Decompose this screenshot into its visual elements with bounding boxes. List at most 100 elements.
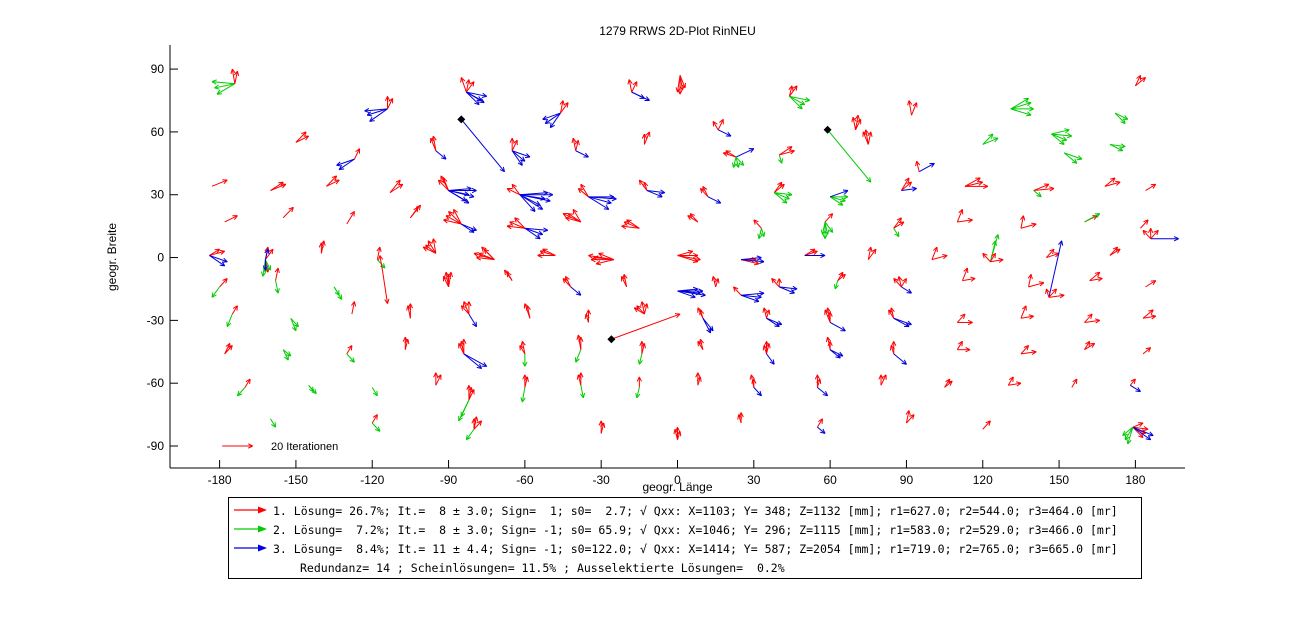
quiver-arrow [1045, 248, 1055, 258]
quiver-arrow [598, 420, 604, 434]
quiver-arrow [867, 131, 873, 145]
arrow-shaft [519, 194, 551, 202]
arrow-head [262, 267, 266, 273]
arrow-head [524, 156, 531, 159]
arrow-head [947, 380, 953, 383]
arrow-shaft [338, 158, 355, 171]
y-tick-label: 30 [151, 188, 165, 202]
quiver-arrow [677, 252, 699, 259]
quiver-arrow [646, 189, 666, 195]
quiver-arrow [804, 248, 816, 256]
arrow-shaft [575, 140, 579, 151]
arrow-shaft [264, 259, 271, 271]
arrow-head [771, 278, 774, 284]
arrow-shaft [270, 418, 276, 428]
arrow-head [523, 376, 528, 382]
x-tick-label: 150 [1049, 473, 1069, 487]
arrow-head [473, 252, 480, 254]
arrow-head [225, 343, 231, 347]
arrow-head [379, 255, 384, 260]
arrow-head [1148, 309, 1154, 312]
arrow-head [260, 271, 264, 277]
arrow-shaft [351, 301, 355, 315]
quiver-arrow [1051, 133, 1073, 139]
arrow-shaft [270, 183, 286, 191]
arrow-shaft [867, 131, 872, 145]
quiver-arrow [696, 376, 702, 386]
arrow-shaft [893, 217, 902, 229]
quiver-arrow [1048, 293, 1065, 299]
arrow-head [465, 198, 470, 204]
arrow-head [740, 412, 744, 418]
arrow-head [781, 184, 785, 190]
arrow-head [753, 378, 757, 384]
arrow-head [870, 246, 873, 253]
arrow-shaft [524, 227, 548, 231]
arrow-shaft [264, 248, 274, 260]
quiver-arrow [641, 133, 648, 145]
quiver-arrow [590, 257, 614, 263]
quiver-arrow [338, 158, 355, 171]
arrow-head [1122, 433, 1128, 437]
legend-row-1: 1. Lösung= 26.7%; It.= 8 ± 3.0; Sign= 1;… [229, 503, 1141, 519]
arrow-shaft [1048, 288, 1057, 298]
arrow-head [760, 232, 765, 237]
arrow-head [1145, 438, 1151, 441]
quiver-arrow [575, 150, 589, 158]
arrow-head [787, 194, 793, 197]
arrow-head [763, 341, 767, 347]
arrow-head [469, 389, 475, 393]
quiver-arrow [290, 318, 297, 332]
arrow-head [288, 206, 294, 210]
arrow-head [693, 252, 699, 256]
arrow-shaft [1114, 112, 1128, 120]
arrow-head [576, 334, 579, 340]
arrow-shaft [763, 345, 768, 355]
arrow-head [600, 420, 604, 426]
arrow-shaft [1045, 288, 1050, 298]
arrow-head [399, 183, 404, 189]
arrow-head [626, 219, 632, 222]
arrow-head [843, 194, 849, 198]
arrow-head [825, 336, 829, 343]
arrow-shaft [677, 431, 681, 440]
arrow-head [690, 296, 696, 299]
arrow-shaft [1127, 427, 1134, 445]
x-tick-label: 0 [674, 473, 681, 487]
arrow-head [476, 99, 480, 105]
quiver-arrow [855, 118, 862, 131]
arrow-head [506, 225, 512, 230]
arrow-shaft [463, 353, 487, 367]
arrow-head [565, 217, 570, 222]
arrow-head [1061, 139, 1065, 145]
arrow-head [271, 424, 276, 428]
arrow-shaft [282, 349, 289, 361]
quiver-arrow [433, 372, 439, 386]
arrow-shaft [379, 255, 383, 271]
arrow-head [481, 246, 484, 252]
arrow-shaft [908, 100, 913, 116]
arrow-head [983, 183, 989, 187]
arrow-head [731, 162, 734, 168]
arrow-head [1028, 106, 1034, 110]
arrow-head [790, 150, 795, 155]
arrow-head [1110, 177, 1116, 180]
arrow-shaft [422, 246, 437, 254]
arrow-head [997, 234, 1000, 240]
quiver-arrow [931, 254, 948, 261]
arrow-shaft [542, 248, 556, 256]
arrow-head [274, 267, 279, 273]
arrow-shaft [326, 175, 337, 187]
quiver-arrow [766, 317, 783, 326]
arrow-head [433, 372, 437, 378]
arrow-head [1095, 319, 1101, 324]
arrow-shaft [560, 102, 569, 114]
quiver-arrow [1122, 426, 1134, 437]
quiver-arrow [989, 252, 996, 262]
arrow-head [605, 204, 610, 210]
arrow-head [824, 233, 828, 239]
arrow-head [285, 354, 291, 357]
arrow-head [890, 307, 895, 312]
quiver-arrow [465, 81, 475, 93]
arrow-head [1065, 129, 1070, 134]
